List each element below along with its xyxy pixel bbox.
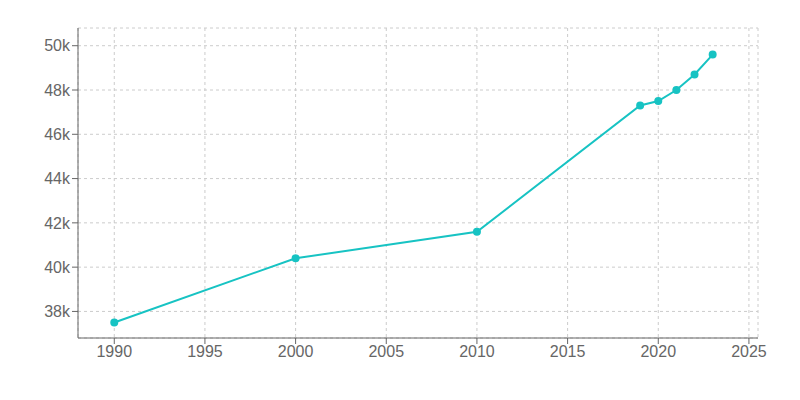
- svg-text:2005: 2005: [368, 343, 404, 360]
- svg-text:44k: 44k: [44, 170, 71, 187]
- svg-text:46k: 46k: [44, 126, 71, 143]
- svg-text:50k: 50k: [44, 37, 71, 54]
- svg-text:1995: 1995: [187, 343, 223, 360]
- svg-text:48k: 48k: [44, 82, 71, 99]
- svg-text:2010: 2010: [459, 343, 495, 360]
- svg-text:2025: 2025: [731, 343, 767, 360]
- svg-text:40k: 40k: [44, 259, 71, 276]
- svg-text:1990: 1990: [96, 343, 132, 360]
- svg-text:2000: 2000: [278, 343, 314, 360]
- svg-text:42k: 42k: [44, 215, 71, 232]
- svg-text:38k: 38k: [44, 303, 71, 320]
- svg-text:2020: 2020: [640, 343, 676, 360]
- svg-text:2015: 2015: [550, 343, 586, 360]
